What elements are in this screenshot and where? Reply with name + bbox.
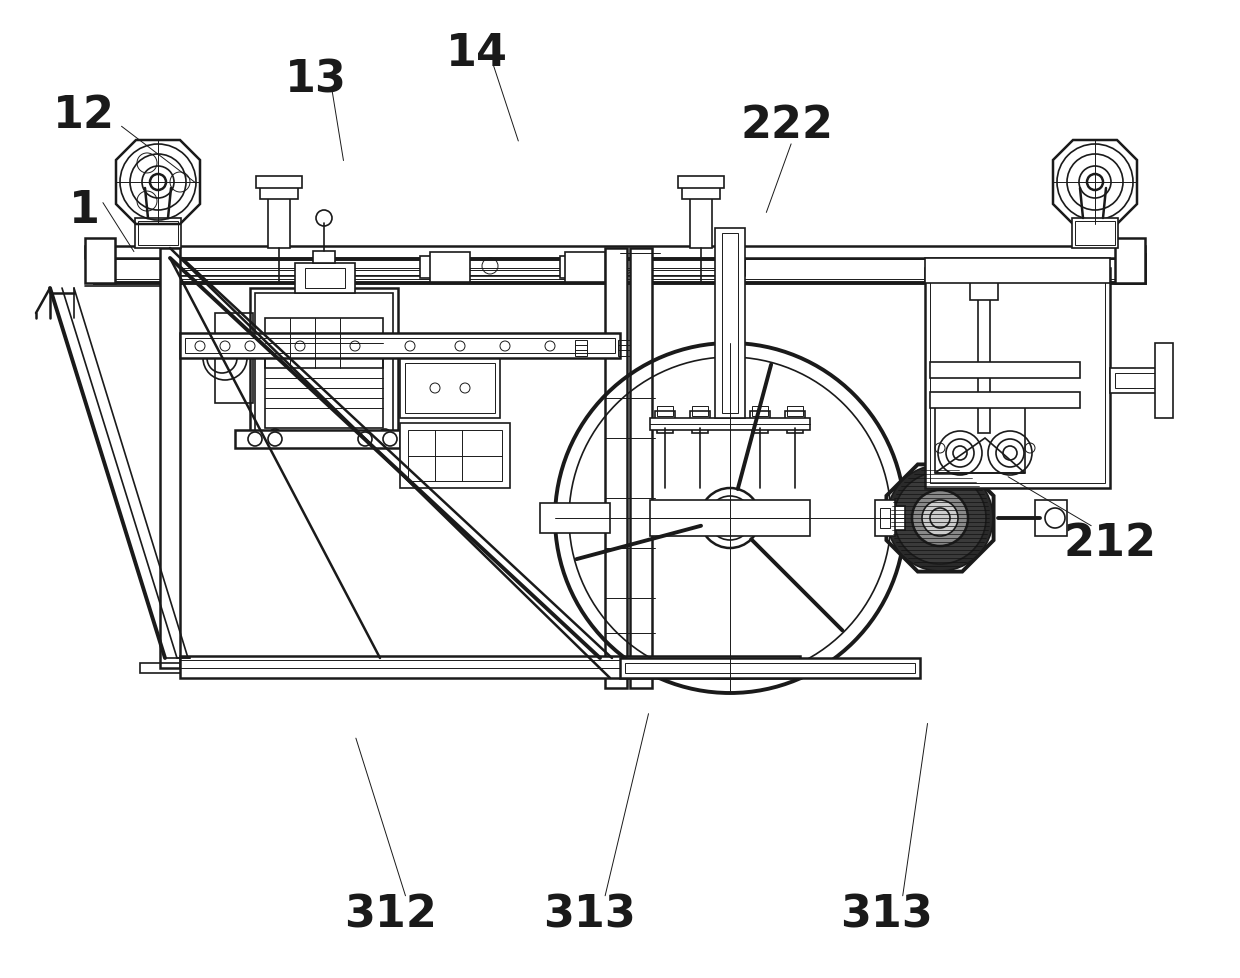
Bar — [180, 656, 800, 679]
Circle shape — [894, 472, 986, 564]
Bar — [215, 314, 253, 404]
Bar — [305, 269, 345, 289]
Text: 212: 212 — [1063, 521, 1156, 564]
Text: 12: 12 — [53, 94, 115, 137]
Bar — [430, 252, 470, 283]
Bar — [935, 404, 1025, 473]
Bar — [1115, 239, 1145, 284]
Bar — [420, 257, 450, 279]
Bar — [630, 248, 652, 689]
Bar — [715, 229, 745, 419]
Bar — [565, 252, 605, 283]
Bar — [785, 412, 805, 423]
Bar — [751, 407, 768, 417]
Bar — [787, 407, 804, 417]
Bar — [575, 345, 587, 351]
Bar — [265, 319, 383, 369]
Circle shape — [923, 501, 959, 537]
Bar — [1073, 219, 1118, 248]
Bar — [295, 264, 355, 293]
Bar — [575, 340, 587, 357]
Bar — [180, 660, 800, 668]
Bar — [265, 338, 383, 428]
Bar — [657, 407, 673, 417]
Bar — [1154, 343, 1173, 419]
Bar — [618, 345, 630, 351]
Bar — [1035, 501, 1066, 537]
Bar — [678, 177, 724, 189]
Bar — [682, 185, 720, 200]
Bar — [408, 430, 502, 481]
Text: 313: 313 — [841, 893, 932, 936]
Bar — [138, 222, 179, 245]
Bar — [1110, 369, 1166, 393]
Bar — [539, 504, 610, 533]
Bar — [925, 269, 1110, 488]
Text: 13: 13 — [285, 59, 347, 102]
Bar — [165, 271, 745, 276]
Text: 14: 14 — [446, 32, 508, 75]
Bar — [180, 333, 620, 359]
Bar — [236, 430, 401, 449]
Bar — [620, 658, 920, 679]
Bar — [268, 194, 290, 248]
Bar — [875, 501, 895, 537]
Bar — [95, 255, 1145, 284]
Bar — [135, 219, 181, 248]
Bar — [978, 293, 990, 433]
Bar — [1115, 374, 1159, 388]
Bar — [605, 248, 627, 689]
Bar — [255, 293, 393, 438]
Bar — [401, 423, 510, 488]
Bar — [618, 340, 630, 357]
Bar — [260, 185, 298, 200]
Bar — [95, 260, 1145, 280]
Text: 312: 312 — [345, 893, 436, 936]
Bar — [650, 419, 810, 430]
Bar — [165, 259, 745, 277]
Bar — [405, 364, 495, 414]
Circle shape — [911, 491, 968, 547]
Bar — [787, 419, 804, 433]
Bar — [750, 412, 770, 423]
Bar — [86, 246, 1145, 259]
Bar — [882, 507, 905, 530]
Bar — [655, 412, 675, 423]
Text: 222: 222 — [742, 104, 835, 147]
Bar — [722, 234, 738, 414]
Text: 313: 313 — [543, 893, 635, 936]
Bar — [930, 274, 1105, 483]
Bar — [250, 289, 398, 444]
Bar — [185, 338, 615, 354]
Bar — [930, 392, 1080, 409]
Bar — [689, 194, 712, 248]
Text: 1: 1 — [69, 189, 100, 232]
Bar — [312, 251, 335, 264]
Bar — [255, 177, 303, 189]
Bar — [692, 407, 708, 417]
Bar — [165, 261, 745, 269]
Bar — [751, 419, 768, 433]
Bar — [689, 412, 711, 423]
Bar — [925, 259, 1110, 284]
Bar — [692, 419, 708, 433]
Bar — [650, 501, 810, 537]
Bar — [160, 248, 180, 668]
Bar — [401, 359, 500, 419]
Bar — [930, 363, 1080, 378]
Bar — [1075, 222, 1115, 245]
Bar — [970, 283, 998, 300]
Bar — [86, 239, 115, 284]
Bar — [880, 509, 890, 528]
Bar — [560, 257, 590, 279]
Bar — [140, 663, 200, 673]
Circle shape — [887, 466, 993, 571]
Bar — [657, 419, 673, 433]
Bar — [625, 663, 915, 673]
